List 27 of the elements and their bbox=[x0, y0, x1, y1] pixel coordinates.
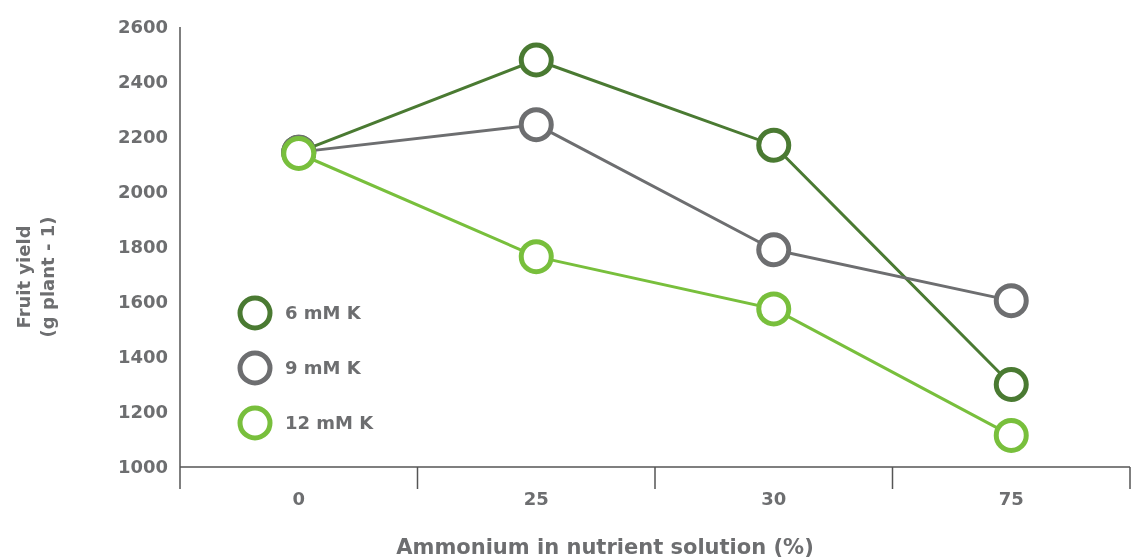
point bbox=[993, 417, 1029, 453]
y-tick-label: 1800 bbox=[117, 236, 168, 258]
legend-label: 12 mM K bbox=[285, 412, 375, 434]
y-tick-label: 1400 bbox=[117, 346, 168, 368]
legend-label: 6 mM K bbox=[285, 302, 362, 324]
x-tick-label: 0 bbox=[292, 488, 306, 509]
y-tick-label: 2600 bbox=[117, 16, 168, 38]
point bbox=[518, 107, 554, 143]
point bbox=[756, 232, 792, 268]
y-tick-label: 2200 bbox=[117, 126, 168, 148]
point bbox=[518, 239, 554, 275]
y-tick-label: 2400 bbox=[117, 71, 168, 93]
y-axis-title: Fruit yield (g plant - 1) bbox=[13, 216, 58, 338]
x-axis-title: Ammonium in nutrient solution (%) bbox=[396, 535, 814, 559]
point bbox=[993, 283, 1029, 319]
y-tick-label: 1200 bbox=[117, 401, 168, 423]
point bbox=[756, 127, 792, 163]
point bbox=[756, 291, 792, 327]
y-tick-label: 2000 bbox=[117, 181, 168, 203]
x-tick-label: 30 bbox=[761, 488, 787, 509]
x-tick-label: 75 bbox=[998, 488, 1024, 509]
y-tick-label: 1600 bbox=[117, 291, 168, 313]
point bbox=[518, 42, 554, 78]
x-tick-label: 25 bbox=[523, 488, 549, 509]
legend-label: 9 mM K bbox=[285, 357, 362, 379]
point bbox=[993, 367, 1029, 402]
y-tick-label: 1000 bbox=[117, 456, 168, 478]
